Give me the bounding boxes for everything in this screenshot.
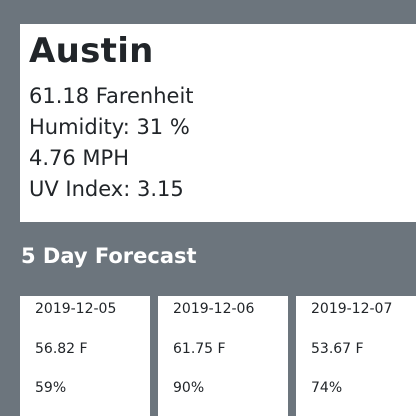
uv-index-value: UV Index: 3.15 (29, 177, 184, 201)
city-name: Austin (29, 31, 154, 71)
forecast-date: 2019-12-06 (173, 301, 255, 317)
forecast-humidity: 90% (173, 380, 205, 396)
forecast-temperature: 56.82 F (35, 341, 88, 357)
wind-speed-value: 4.76 MPH (29, 146, 130, 170)
temperature-value: 61.18 Farenheit (29, 84, 194, 108)
forecast-row: 2019-12-05 56.82 F 59% 2019-12-06 61.75 … (20, 296, 416, 416)
forecast-humidity: 59% (35, 380, 67, 396)
forecast-date: 2019-12-05 (35, 301, 117, 317)
humidity-value: Humidity: 31 % (29, 115, 190, 139)
forecast-humidity: 74% (311, 380, 343, 396)
current-weather-card: Austin 61.18 Farenheit Humidity: 31 % 4.… (20, 24, 416, 222)
forecast-heading: 5 Day Forecast (21, 244, 197, 268)
forecast-date: 2019-12-07 (311, 301, 393, 317)
forecast-temperature: 53.67 F (311, 341, 364, 357)
forecast-card: 2019-12-06 61.75 F 90% (158, 296, 288, 416)
forecast-card: 2019-12-07 53.67 F 74% (296, 296, 416, 416)
forecast-temperature: 61.75 F (173, 341, 226, 357)
forecast-card: 2019-12-05 56.82 F 59% (20, 296, 150, 416)
